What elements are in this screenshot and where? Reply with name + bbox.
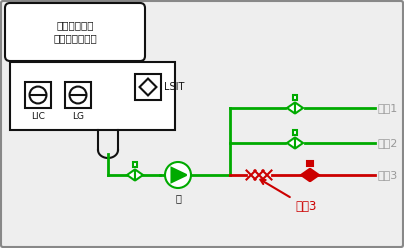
Text: 泵: 泵: [175, 193, 181, 203]
Bar: [65, 82, 91, 108]
Text: 單元2: 單元2: [378, 138, 398, 148]
Bar: [25, 82, 51, 108]
Polygon shape: [310, 169, 319, 181]
Polygon shape: [172, 168, 187, 182]
Polygon shape: [295, 102, 303, 114]
Text: 單元1: 單元1: [378, 103, 398, 113]
FancyBboxPatch shape: [5, 3, 145, 61]
Bar: [292, 130, 297, 135]
Text: 單元3: 單元3: [261, 180, 316, 213]
Polygon shape: [127, 169, 135, 181]
Circle shape: [69, 87, 86, 103]
Bar: [135, 74, 161, 100]
Bar: [307, 161, 313, 166]
Polygon shape: [295, 137, 303, 149]
Text: 碳氫化合物回
收裝置塔冷凝罐: 碳氫化合物回 收裝置塔冷凝罐: [53, 20, 97, 44]
Polygon shape: [287, 137, 295, 149]
Text: 單元3: 單元3: [378, 170, 398, 180]
Polygon shape: [139, 79, 156, 95]
Bar: [133, 162, 137, 167]
Text: LSIT: LSIT: [164, 82, 184, 92]
Polygon shape: [135, 169, 143, 181]
Circle shape: [29, 87, 46, 103]
Bar: [292, 95, 297, 100]
Circle shape: [165, 162, 191, 188]
Bar: [10, 62, 175, 130]
Text: LIC: LIC: [31, 112, 45, 121]
Text: LG: LG: [72, 112, 84, 121]
Polygon shape: [301, 169, 310, 181]
Polygon shape: [287, 102, 295, 114]
